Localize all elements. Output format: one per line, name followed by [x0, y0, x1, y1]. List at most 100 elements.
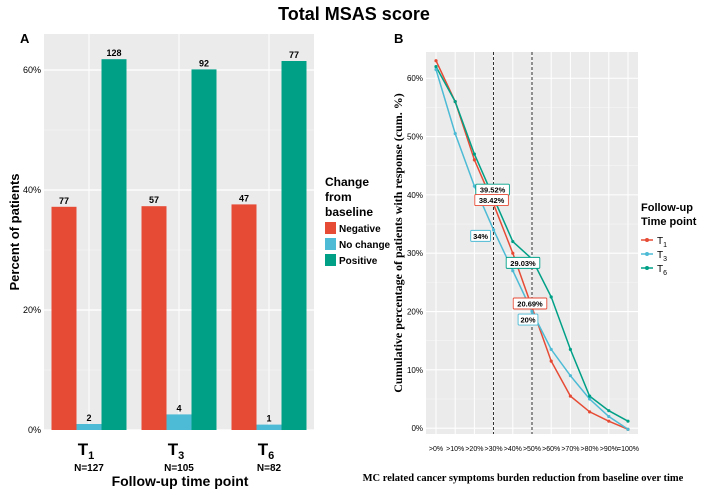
series-point-t3: [530, 309, 534, 314]
series-point-t6: [453, 99, 457, 104]
bar-no-change-t3: [166, 414, 192, 430]
bar-positive-t1: [101, 59, 127, 430]
series-point-t3: [472, 184, 476, 188]
panel-b-y-tick-label: 10%: [407, 366, 423, 375]
series-point-t6: [472, 152, 476, 156]
panel-b-x-tick-label: >40%: [504, 446, 522, 453]
bar-value-label: 77: [59, 196, 69, 206]
bar-value-label: 57: [149, 195, 159, 205]
panel-b-y-tick-label: 0%: [411, 424, 423, 433]
panel-b-y-tick-label: 20%: [407, 308, 423, 317]
series-point-t6: [511, 239, 515, 244]
panel-b-y-tick-label: 60%: [407, 74, 423, 83]
annotation-label: 39.52%: [480, 186, 506, 195]
bar-positive-t6: [281, 61, 307, 430]
panel-b-reference-lines: [493, 52, 533, 434]
panel-b-legend-title: Follow-up: [641, 202, 693, 214]
panel-a-bar-labels: 77 2 128 57 4 92 47 1 77: [59, 48, 299, 423]
panel-a-label: A: [20, 31, 30, 46]
annotation-label: 29.03%: [510, 259, 536, 268]
series-point-t1: [434, 59, 438, 63]
panel-b-x-axis-label: MC related cancer symptoms burden reduct…: [363, 473, 684, 484]
panel-b-x-tick-label: >60%: [542, 446, 560, 453]
panel-b-x-tick-label: >90%: [600, 446, 618, 453]
panel-b-legend-marker: [645, 238, 649, 242]
bar-no-change-t1: [76, 424, 102, 430]
panel-b-legend-entry: T6: [657, 264, 667, 277]
annotation-label: 20%: [520, 316, 535, 325]
series-point-t6: [568, 347, 573, 352]
panel-b-x-tick-label: >70%: [561, 446, 579, 453]
bar-no-change-t6: [256, 424, 282, 430]
panel-b-x-ticks: >0% >10% >20% >30% >40% >50% >60% >70% >80% >90% =…: [429, 446, 639, 453]
annotation-box: [512, 297, 548, 310]
panel-a-legend-title: from: [325, 190, 352, 204]
panel-b-y-ticks: 0% 10% 20% 30% 40% 50% 60%: [407, 74, 423, 433]
panel-a-y-tick-label: 20%: [23, 305, 41, 315]
series-point-t1: [511, 251, 515, 255]
panel-a-legend-swatch: [325, 254, 336, 266]
series-point-t3: [549, 347, 553, 352]
panel-b-y-tick-label: 40%: [407, 191, 423, 200]
panel-a-x-ticks: T1N=127 T3N=105 T6N=82: [74, 440, 281, 474]
series-point-t1: [472, 158, 476, 162]
panel-b-x-tick-label: >20%: [465, 446, 483, 453]
panel-a-legend-swatch: [325, 238, 336, 250]
annotation-label: 34%: [473, 232, 488, 241]
panel-a-legend-entry: No change: [339, 240, 391, 251]
annotation-label: 38.42%: [479, 196, 505, 205]
panel-b-annotations: 39.52%38.42% 34% 29.03% 20.69% 20%: [470, 183, 548, 326]
panel-a-legend-entry: Negative: [339, 224, 381, 235]
panel-b-x-tick-label: >30%: [485, 446, 503, 453]
series-point-t3: [492, 228, 496, 232]
series-point-t3: [607, 414, 611, 419]
bar-value-label: 77: [289, 50, 299, 60]
panel-b-label: B: [394, 31, 403, 46]
series-point-t6: [434, 64, 438, 69]
panel-b-y-axis-label: Cumulative percentage of patients with r…: [391, 93, 405, 393]
bar-value-label: 2: [86, 413, 91, 423]
panel-a-x-axis-label: Follow-up time point: [112, 473, 249, 489]
bar-positive-t3: [191, 69, 217, 431]
panel-b-x-tick-label: >80%: [581, 446, 599, 453]
series-point-t3: [626, 427, 630, 431]
panel-a-x-tick-label: T3: [168, 440, 185, 462]
series-point-t3: [588, 397, 592, 401]
bar-negative-t1: [51, 206, 77, 430]
series-point-t1: [588, 410, 592, 414]
series-point-t3: [453, 132, 457, 136]
annotation-box: [517, 313, 539, 326]
bar-value-label: 92: [199, 58, 209, 68]
annotation-box: [470, 229, 491, 242]
panel-a-x-tick-n: N=82: [257, 463, 282, 474]
panel-a-x-tick-n: N=105: [164, 463, 194, 474]
panel-a-bars: [51, 59, 307, 431]
panel-a-legend-title: Change: [325, 175, 369, 189]
annotation-label: 20.69%: [517, 300, 543, 309]
series-point-t3: [434, 67, 438, 72]
series-point-t6: [549, 295, 553, 299]
bar-negative-t3: [141, 206, 167, 430]
panel-b-y-tick-label: 50%: [407, 133, 423, 142]
panel-a-y-tick-label: 0%: [28, 425, 41, 435]
series-point-t6: [626, 419, 630, 423]
panel-a-y-tick-label: 60%: [23, 65, 41, 75]
annotation-box: [505, 256, 541, 269]
series-point-t6: [607, 409, 611, 413]
series-point-t1: [607, 419, 611, 423]
panel-b-legend-marker: [645, 266, 649, 270]
series-point-t1: [568, 394, 573, 398]
annotation-box: [474, 194, 509, 207]
panel-b-legend-entry: T3: [657, 250, 667, 263]
panel-b-x-tick-label: =100%: [617, 446, 639, 453]
panel-a-legend-swatch: [325, 222, 336, 234]
series-point-t1: [549, 359, 553, 363]
bar-value-label: 47: [239, 193, 249, 203]
bar-negative-t6: [231, 204, 257, 430]
panel-b-x-tick-label: >0%: [429, 446, 443, 453]
bar-value-label: 1: [266, 414, 271, 424]
panel-b-series-points: [434, 59, 630, 431]
bar-value-label: 4: [176, 403, 181, 413]
